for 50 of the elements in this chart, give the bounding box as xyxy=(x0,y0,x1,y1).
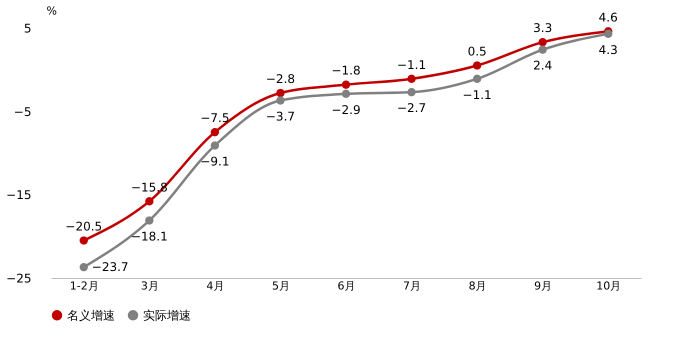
data-label: −1.1 xyxy=(396,58,426,72)
point xyxy=(342,90,350,98)
y-axis-title: % xyxy=(46,4,57,18)
data-label: 0.5 xyxy=(468,44,487,58)
legend-label: 名义增速 xyxy=(67,308,115,322)
point xyxy=(210,141,220,150)
data-label: −9.1 xyxy=(200,154,230,168)
x-tick-label: 9月 xyxy=(534,280,552,292)
point xyxy=(276,88,285,98)
data-label: 4.3 xyxy=(598,42,618,57)
x-tick-label: 4月 xyxy=(206,280,224,292)
x-tick-label: 1-2月 xyxy=(70,280,99,292)
point xyxy=(80,236,88,245)
data-label: −2.7 xyxy=(396,101,426,116)
data-label: −1.8 xyxy=(331,64,361,78)
y-tick-label: −25 xyxy=(6,272,32,286)
data-label: −3.7 xyxy=(266,110,296,124)
point xyxy=(407,74,416,84)
point xyxy=(145,197,154,206)
data-label: 4.6 xyxy=(598,10,618,24)
x-tick-label: 10月 xyxy=(596,280,622,292)
point xyxy=(472,61,482,70)
point xyxy=(342,80,350,89)
data-label: −23.7 xyxy=(92,260,129,274)
data-label: −7.5 xyxy=(200,111,230,126)
point xyxy=(210,128,220,136)
y-tick-label: 5 xyxy=(24,22,32,36)
point xyxy=(80,262,88,272)
point xyxy=(472,74,482,84)
point xyxy=(604,30,612,38)
y-tick-label: −5 xyxy=(14,104,32,119)
x-tick-label: 8月 xyxy=(468,280,487,292)
point xyxy=(276,96,285,105)
point xyxy=(145,216,154,225)
data-label: 2.4 xyxy=(533,58,552,73)
data-label: −20.5 xyxy=(65,220,102,234)
point xyxy=(407,88,416,96)
data-label: −2.8 xyxy=(266,72,296,86)
point xyxy=(538,38,547,46)
x-tick-label: 6月 xyxy=(338,280,356,292)
point xyxy=(538,45,547,54)
legend-label: 实际增速 xyxy=(143,308,191,322)
y-tick-label: −15 xyxy=(6,188,32,202)
x-tick-label: 7月 xyxy=(403,280,422,292)
x-tick-label: 5月 xyxy=(272,280,290,292)
data-label: −2.9 xyxy=(331,102,361,117)
data-label: −18.1 xyxy=(130,230,168,244)
data-label: −1.1 xyxy=(462,88,492,102)
data-label: 3.3 xyxy=(533,21,552,36)
x-tick-label: 3月 xyxy=(140,280,159,292)
